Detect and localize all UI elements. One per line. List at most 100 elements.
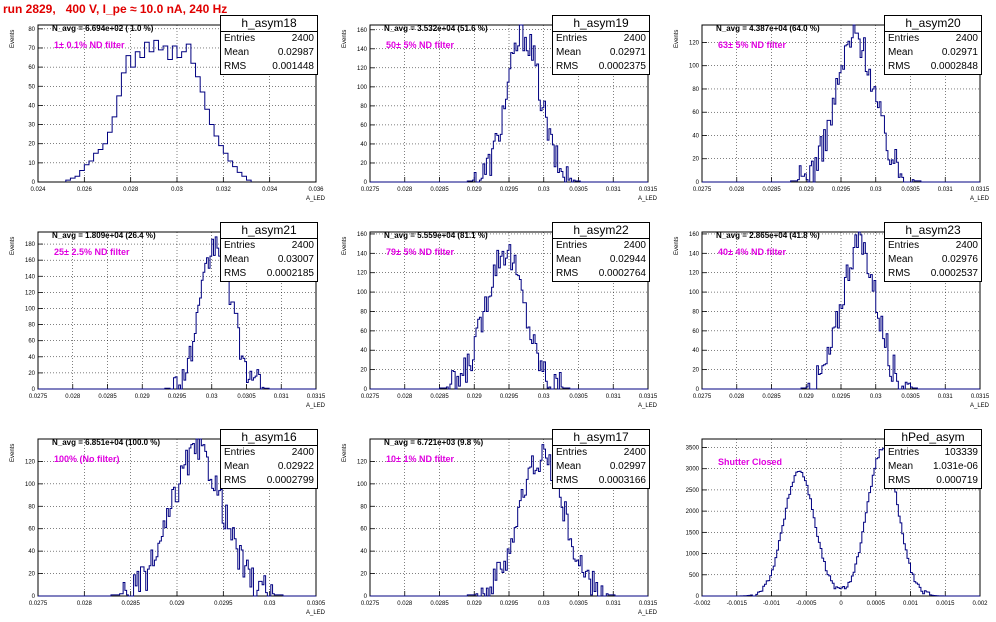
x-axis-title: A_LED (970, 403, 990, 409)
navg-annotation: N_avg = 6.694e+02 ( 1.0 %) (52, 24, 154, 33)
x-tick-label: 0.0285 (121, 601, 140, 607)
histogram-series (38, 438, 316, 597)
x-tick-label: 0.029 (467, 187, 483, 193)
stats-value: 2400 (291, 240, 314, 251)
x-tick-label: 0.0315 (639, 601, 658, 607)
stats-box: h_asym17 Entries 2400 Mean 0.02997 RMS 0.00031… (552, 429, 650, 489)
x-tick-label: 0.028 (397, 394, 413, 400)
y-tick-label: 70 (28, 46, 35, 52)
x-tick-label: 0.0275 (693, 394, 712, 400)
stats-value: 2400 (955, 33, 978, 44)
x-tick-label: 0.028 (729, 187, 745, 193)
histogram-series (65, 39, 252, 182)
y-tick-label: 0 (696, 180, 700, 186)
filter-label: 25± 2.5% ND filter (54, 247, 130, 257)
histogram-name: hPed_asym (885, 430, 981, 446)
stats-row-entries: Entries 2400 (221, 239, 317, 253)
stats-label: Entries (888, 240, 920, 251)
y-tick-label: 120 (689, 40, 700, 46)
stats-label: Entries (556, 33, 588, 44)
filter-label: 1± 0.1% ND filter (54, 40, 125, 50)
y-tick-label: 100 (25, 306, 36, 312)
x-axis-title: A_LED (638, 610, 658, 616)
x-axis-title: A_LED (306, 610, 326, 616)
histogram-series (702, 231, 980, 390)
x-axis-title: A_LED (306, 403, 326, 409)
x-tick-label: 0 (839, 601, 843, 607)
y-tick-label: 20 (28, 371, 35, 377)
stats-label: Mean (888, 47, 914, 58)
y-tick-label: 80 (692, 87, 699, 93)
x-tick-label: -0.0015 (727, 601, 748, 607)
x-tick-label: 0.028 (65, 394, 81, 400)
filter-label: 50± 5% ND filter (386, 40, 454, 50)
x-axis-title: A_LED (970, 196, 990, 202)
stats-label: Entries (224, 240, 256, 251)
x-tick-label: 0.0275 (361, 601, 380, 607)
x-tick-label: 0.029 (799, 187, 815, 193)
histogram-plot: 0.024 0.026 0.028 0.03 0.032 0.034 0.036 0 10 20 3… (28, 24, 324, 193)
histogram-plot: 0.0275 0.028 0.0285 0.029 0.0295 0.03 0.0305 0.… (357, 24, 658, 193)
y-tick-label: 60 (360, 329, 367, 335)
x-tick-label: 0.0315 (307, 394, 326, 400)
y-tick-label: 10 (28, 161, 35, 167)
y-tick-label: 80 (28, 323, 35, 329)
histogram-name: h_asym20 (885, 16, 981, 32)
y-tick-label: 120 (357, 459, 368, 465)
stats-box: h_asym16 Entries 2400 Mean 0.02922 RMS 0.00027… (220, 429, 318, 489)
y-tick-label: 80 (28, 504, 35, 510)
histogram-plot: 0.0275 0.028 0.0285 0.029 0.0295 0.03 0.0305 0.… (689, 24, 990, 193)
histogram-name: h_asym18 (221, 16, 317, 32)
stats-label: RMS (888, 61, 911, 72)
stats-value: 0.000719 (936, 475, 978, 486)
x-tick-label: 0.029 (467, 394, 483, 400)
y-tick-label: 20 (692, 157, 699, 163)
x-tick-label: 0.028 (123, 187, 139, 193)
x-tick-label: 0.0305 (901, 394, 920, 400)
y-tick-label: 120 (25, 290, 36, 296)
x-tick-label: 0.0295 (214, 601, 233, 607)
navg-annotation: N_avg = 6.721e+03 (9.8 %) (384, 438, 484, 447)
stats-row-rms: RMS 0.0003166 (553, 474, 649, 488)
y-tick-label: 140 (357, 251, 368, 257)
y-tick-label: 50 (28, 84, 35, 90)
y-tick-label: 20 (360, 368, 367, 374)
stats-label: RMS (224, 475, 247, 486)
y-tick-label: 20 (360, 161, 367, 167)
y-tick-label: 500 (689, 573, 700, 579)
stats-value: 0.02997 (609, 461, 646, 472)
histogram-plot: 0.0275 0.028 0.0285 0.029 0.0295 0.03 0.0305 0.… (357, 438, 658, 607)
y-tick-label: 100 (689, 64, 700, 70)
x-tick-label: 0.0275 (361, 394, 380, 400)
x-tick-label: 0.0275 (29, 601, 48, 607)
y-tick-label: 2500 (686, 488, 700, 494)
x-tick-label: 0.024 (30, 187, 46, 193)
y-tick-label: 20 (28, 142, 35, 148)
stats-label: Entries (224, 447, 256, 458)
stats-label: Mean (556, 254, 582, 265)
y-tick-label: 160 (357, 232, 368, 238)
stats-value: 0.0003166 (598, 475, 646, 486)
x-tick-label: 0.031 (274, 394, 290, 400)
histogram-pad-h_asym23: 0.0275 0.028 0.0285 0.029 0.0295 0.03 0.0305 0.… (664, 222, 990, 409)
stats-value: 0.02971 (941, 47, 978, 58)
x-tick-label: 0.029 (799, 394, 815, 400)
stats-label: RMS (556, 475, 579, 486)
stats-label: Mean (888, 461, 914, 472)
y-axis-title: Events (342, 236, 348, 255)
y-tick-label: 120 (689, 271, 700, 277)
x-tick-label: 0.036 (308, 187, 324, 193)
histogram-series (370, 444, 648, 597)
x-tick-label: 0.0305 (569, 601, 588, 607)
x-tick-label: 0.0295 (832, 394, 851, 400)
x-tick-label: 0.0015 (936, 601, 955, 607)
y-tick-label: 60 (360, 527, 367, 533)
stats-label: RMS (224, 61, 247, 72)
stats-value: 0.02922 (277, 461, 314, 472)
x-tick-label: 0.0275 (361, 187, 380, 193)
histogram-name: h_asym23 (885, 223, 981, 239)
stats-box: h_asym22 Entries 2400 Mean 0.02944 RMS 0.00027… (552, 222, 650, 282)
y-tick-label: 1000 (686, 552, 700, 558)
histogram-pad-h_asym18: 0.024 0.026 0.028 0.03 0.032 0.034 0.036 0 10 20 3… (0, 15, 325, 202)
y-tick-label: 60 (692, 110, 699, 116)
